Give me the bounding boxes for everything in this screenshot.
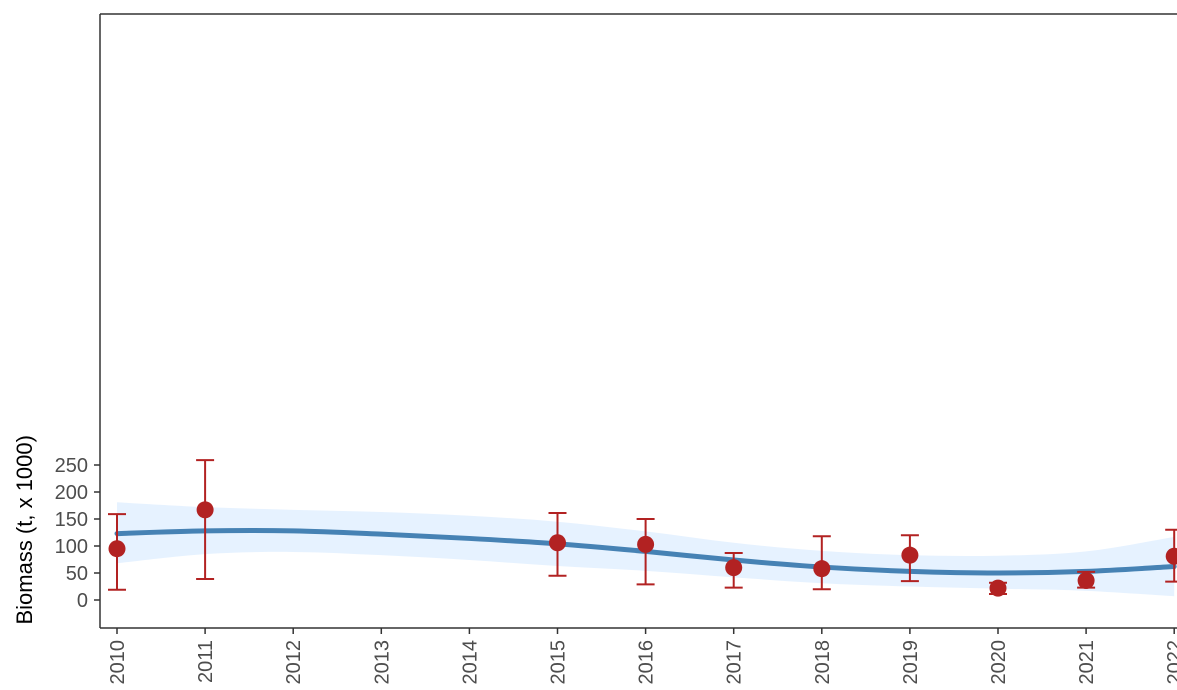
x-tick-label: 2019 [900, 640, 922, 685]
data-point [108, 540, 126, 558]
y-tick-label: 200 [55, 482, 88, 504]
x-tick-label: 2015 [548, 640, 570, 685]
data-point [989, 579, 1007, 597]
data-point [901, 546, 919, 564]
x-tick-label: 2012 [283, 640, 305, 685]
y-tick-label: 100 [55, 536, 88, 558]
y-axis-title: Biomass (t, x 1000) [12, 435, 37, 625]
data-point [1077, 572, 1095, 590]
x-tick-label: 2017 [724, 640, 746, 685]
x-tick-label: 2013 [371, 640, 393, 685]
x-tick-label: 2011 [195, 640, 217, 683]
data-point [813, 560, 831, 578]
y-tick-label: 0 [77, 590, 88, 612]
data-point [637, 535, 655, 553]
x-tick-label: 2016 [636, 640, 658, 685]
x-tick-label: 2018 [812, 640, 834, 685]
data-point [549, 534, 566, 552]
data-point [196, 501, 214, 519]
data-point [1165, 547, 1177, 565]
x-tick-label: 2010 [107, 640, 129, 685]
x-tick-label: 2021 [1076, 640, 1098, 685]
x-tick-label: 2014 [459, 640, 481, 685]
y-tick-label: 250 [55, 455, 88, 477]
x-tick-label: 2022 [1164, 640, 1177, 685]
y-tick-label: 150 [55, 509, 88, 531]
data-point [725, 559, 743, 577]
x-tick-label: 2020 [988, 640, 1010, 685]
y-tick-label: 50 [66, 563, 88, 585]
